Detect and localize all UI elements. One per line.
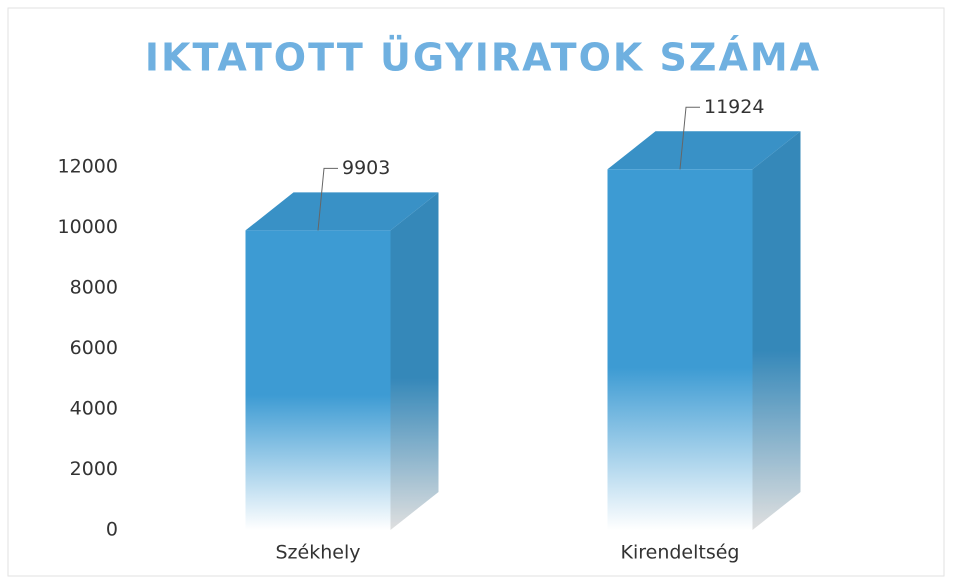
data-label: 9903 — [342, 157, 390, 179]
data-label: 11924 — [704, 96, 764, 118]
bar-top — [607, 131, 801, 170]
bar-top-shade — [607, 131, 801, 170]
y-tick-label: 12000 — [58, 156, 118, 178]
bar-top-shade — [245, 192, 439, 231]
bar-side — [390, 192, 439, 530]
leader-line — [317, 167, 338, 231]
y-tick-label: 8000 — [70, 277, 118, 299]
bar-side-shade — [390, 192, 439, 530]
y-tick-label: 2000 — [70, 458, 118, 480]
chart-title: IKTATOTT ÜGYIRATOK SZÁMA — [145, 36, 821, 80]
y-tick-label: 6000 — [70, 337, 118, 359]
y-tick-label: 0 — [106, 519, 118, 541]
bar-side — [752, 131, 801, 530]
chart-border — [7, 7, 945, 577]
x-tick-label: Székhely — [276, 542, 361, 564]
y-tick-label: 4000 — [70, 398, 118, 420]
y-tick-label: 10000 — [58, 216, 118, 238]
bar-side-shade — [752, 131, 801, 530]
bar — [245, 230, 391, 530]
leader-line — [679, 106, 700, 170]
bar — [607, 169, 753, 530]
x-tick-label: Kirendeltség — [621, 542, 740, 564]
bar-top — [245, 192, 439, 231]
